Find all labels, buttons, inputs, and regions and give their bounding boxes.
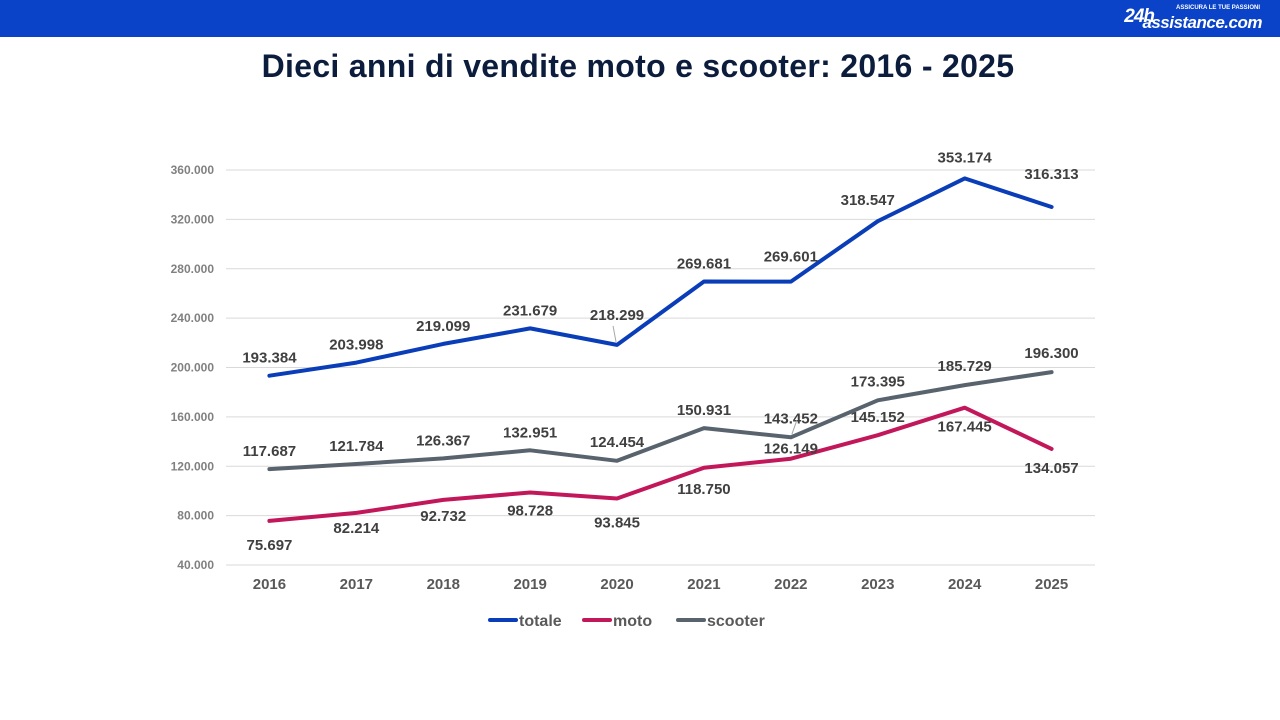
- data-label: 92.732: [420, 508, 466, 525]
- data-label: 353.174: [938, 149, 993, 166]
- data-label: 145.152: [851, 409, 905, 426]
- data-label: 316.313: [1024, 166, 1078, 183]
- x-tick-label: 2020: [600, 576, 633, 593]
- series-line-totale: [267, 176, 1054, 378]
- data-label: 173.395: [851, 373, 905, 390]
- y-tick-label: 120.000: [171, 459, 215, 473]
- header-bar: 24h ASSICURA LE TUE PASSIONI assistance.…: [0, 0, 1280, 37]
- y-tick-label: 320.000: [171, 212, 215, 226]
- data-label: 126.367: [416, 432, 470, 449]
- data-label: 134.057: [1024, 460, 1078, 477]
- legend-label-totale: totale: [519, 613, 562, 630]
- data-label: 82.214: [333, 520, 380, 537]
- y-tick-label: 240.000: [171, 311, 215, 325]
- x-tick-label: 2025: [1035, 576, 1068, 593]
- data-label: 193.384: [242, 350, 297, 367]
- data-label: 143.452: [764, 410, 818, 427]
- legend-label-moto: moto: [613, 613, 652, 630]
- brand-prefix: 24h: [1124, 6, 1155, 27]
- data-label: 196.300: [1024, 345, 1078, 362]
- y-tick-label: 280.000: [171, 262, 215, 276]
- data-label: 219.099: [416, 318, 470, 335]
- data-label: 121.784: [329, 438, 384, 455]
- data-label: 269.681: [677, 255, 731, 272]
- data-label: 318.547: [841, 192, 895, 209]
- data-label: 132.951: [503, 424, 557, 441]
- data-label: 185.729: [938, 358, 992, 375]
- data-label: 118.750: [677, 481, 730, 498]
- x-tick-label: 2022: [774, 576, 807, 593]
- chart-title: Dieci anni di vendite moto e scooter: 20…: [261, 48, 1015, 84]
- leader-line: [612, 325, 617, 343]
- data-label: 269.601: [764, 249, 818, 266]
- data-label: 126.149: [764, 441, 818, 458]
- brand-tagline: ASSICURA LE TUE PASSIONI: [1175, 5, 1260, 11]
- data-label: 124.454: [590, 434, 645, 451]
- data-label: 231.679: [503, 302, 557, 319]
- data-label: 203.998: [329, 337, 383, 354]
- brand-name: assistance.com: [1142, 13, 1262, 32]
- leader-line: [791, 420, 798, 435]
- series-line-scooter: [267, 370, 1054, 472]
- y-tick-label: 360.000: [171, 163, 215, 177]
- data-label: 117.687: [243, 443, 296, 460]
- x-tick-label: 2021: [687, 576, 720, 593]
- x-tick-label: 2016: [253, 576, 286, 593]
- data-label: 167.445: [938, 419, 992, 436]
- x-tick-label: 2024: [948, 576, 982, 593]
- y-tick-label: 160.000: [171, 410, 215, 424]
- series-line-moto: [267, 405, 1054, 523]
- x-tick-label: 2023: [861, 576, 894, 593]
- data-label: 75.697: [247, 537, 293, 554]
- data-label: 150.931: [677, 402, 731, 419]
- x-tick-label: 2017: [340, 576, 373, 593]
- y-tick-label: 200.000: [171, 361, 215, 375]
- data-label: 93.845: [594, 515, 640, 532]
- y-tick-label: 40.000: [177, 558, 214, 572]
- y-tick-label: 80.000: [177, 509, 214, 523]
- data-label: 98.728: [507, 503, 553, 520]
- x-tick-label: 2018: [427, 576, 460, 593]
- legend-label-scooter: scooter: [707, 613, 765, 630]
- data-label: 218.299: [590, 307, 644, 324]
- x-tick-label: 2019: [513, 576, 546, 593]
